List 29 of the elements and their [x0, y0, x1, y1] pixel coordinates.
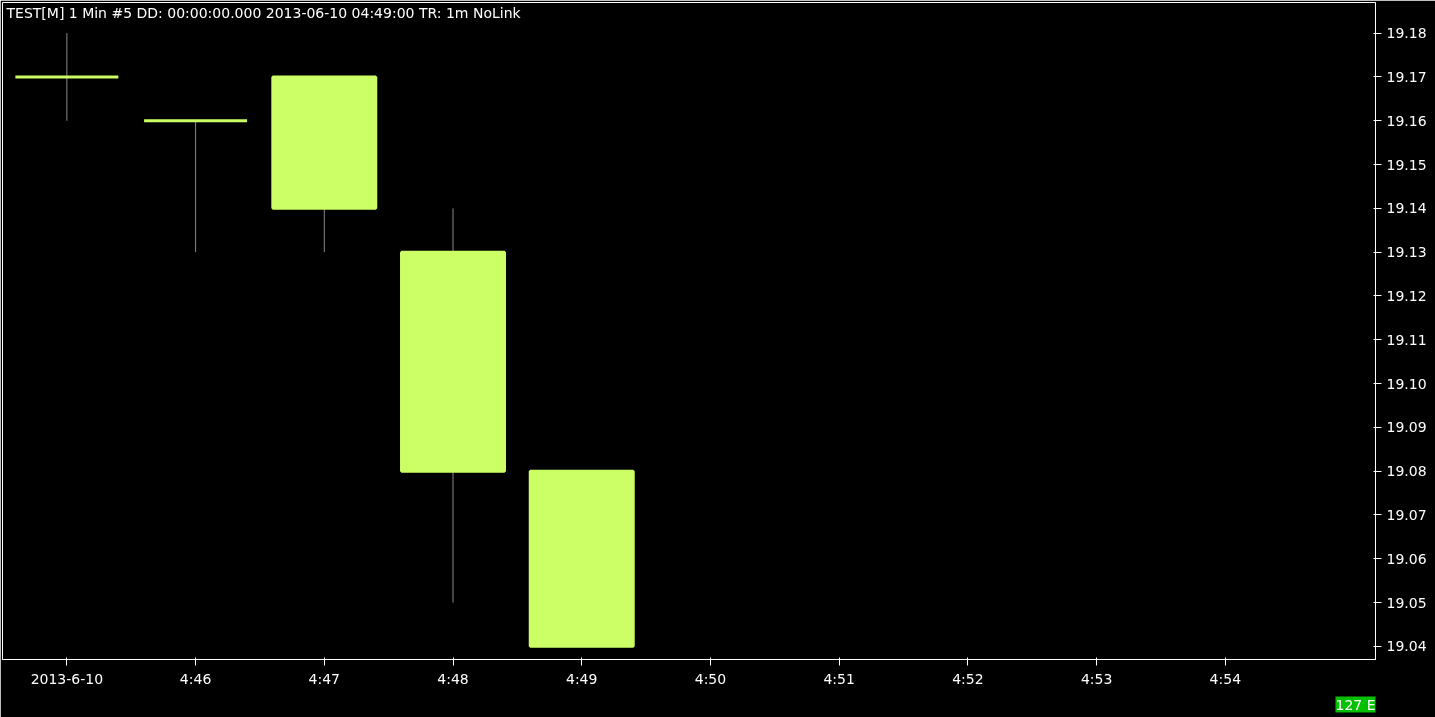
x-tick-label: 4:46 — [179, 670, 212, 687]
y-tick-label: 19.14 — [1386, 200, 1427, 217]
candlestick — [142, 119, 249, 253]
y-tick-label: 19.07 — [1386, 506, 1427, 523]
annotation: TEST[M] 1 Min #5 DD: 00:00:00.000 2013-06-10 04:49:00 TR: 1m NoLink — [5, 4, 522, 21]
y-tick-label: 19.16 — [1386, 112, 1427, 129]
x-tick-label: 4:53 — [1080, 670, 1113, 687]
x-tick-label: 4:49 — [566, 670, 598, 687]
x-tick-label: 4:51 — [823, 670, 855, 687]
x-tick-label: 2013-6-10 — [30, 670, 104, 687]
x-tick-label: 4:48 — [437, 670, 469, 687]
y-tick-label: 19.04 — [1386, 638, 1427, 655]
y-tick-label: 19.17 — [1386, 68, 1427, 85]
y-tick-label: 19.10 — [1386, 375, 1427, 392]
candlestick — [13, 32, 120, 122]
y-tick-label: 19.11 — [1386, 331, 1427, 348]
x-tick-label: 4:47 — [308, 670, 341, 687]
x-tick-label: 4:50 — [694, 670, 727, 687]
x-tick-label: 4:54 — [1209, 670, 1242, 687]
y-tick-label: 19.12 — [1386, 287, 1427, 304]
y-tick-label: 19.09 — [1386, 419, 1427, 436]
y-tick-label: 19.08 — [1386, 463, 1427, 480]
y-tick-label: 19.15 — [1386, 156, 1427, 173]
x-tick-label: 4:52 — [952, 670, 984, 687]
text: 127 E — [1335, 696, 1376, 713]
y-tick-label: 19.05 — [1386, 594, 1427, 611]
y-tick-label: 19.06 — [1386, 550, 1427, 567]
y-tick-label: 19.18 — [1386, 25, 1427, 42]
y-tick-label: 19.13 — [1386, 244, 1427, 261]
